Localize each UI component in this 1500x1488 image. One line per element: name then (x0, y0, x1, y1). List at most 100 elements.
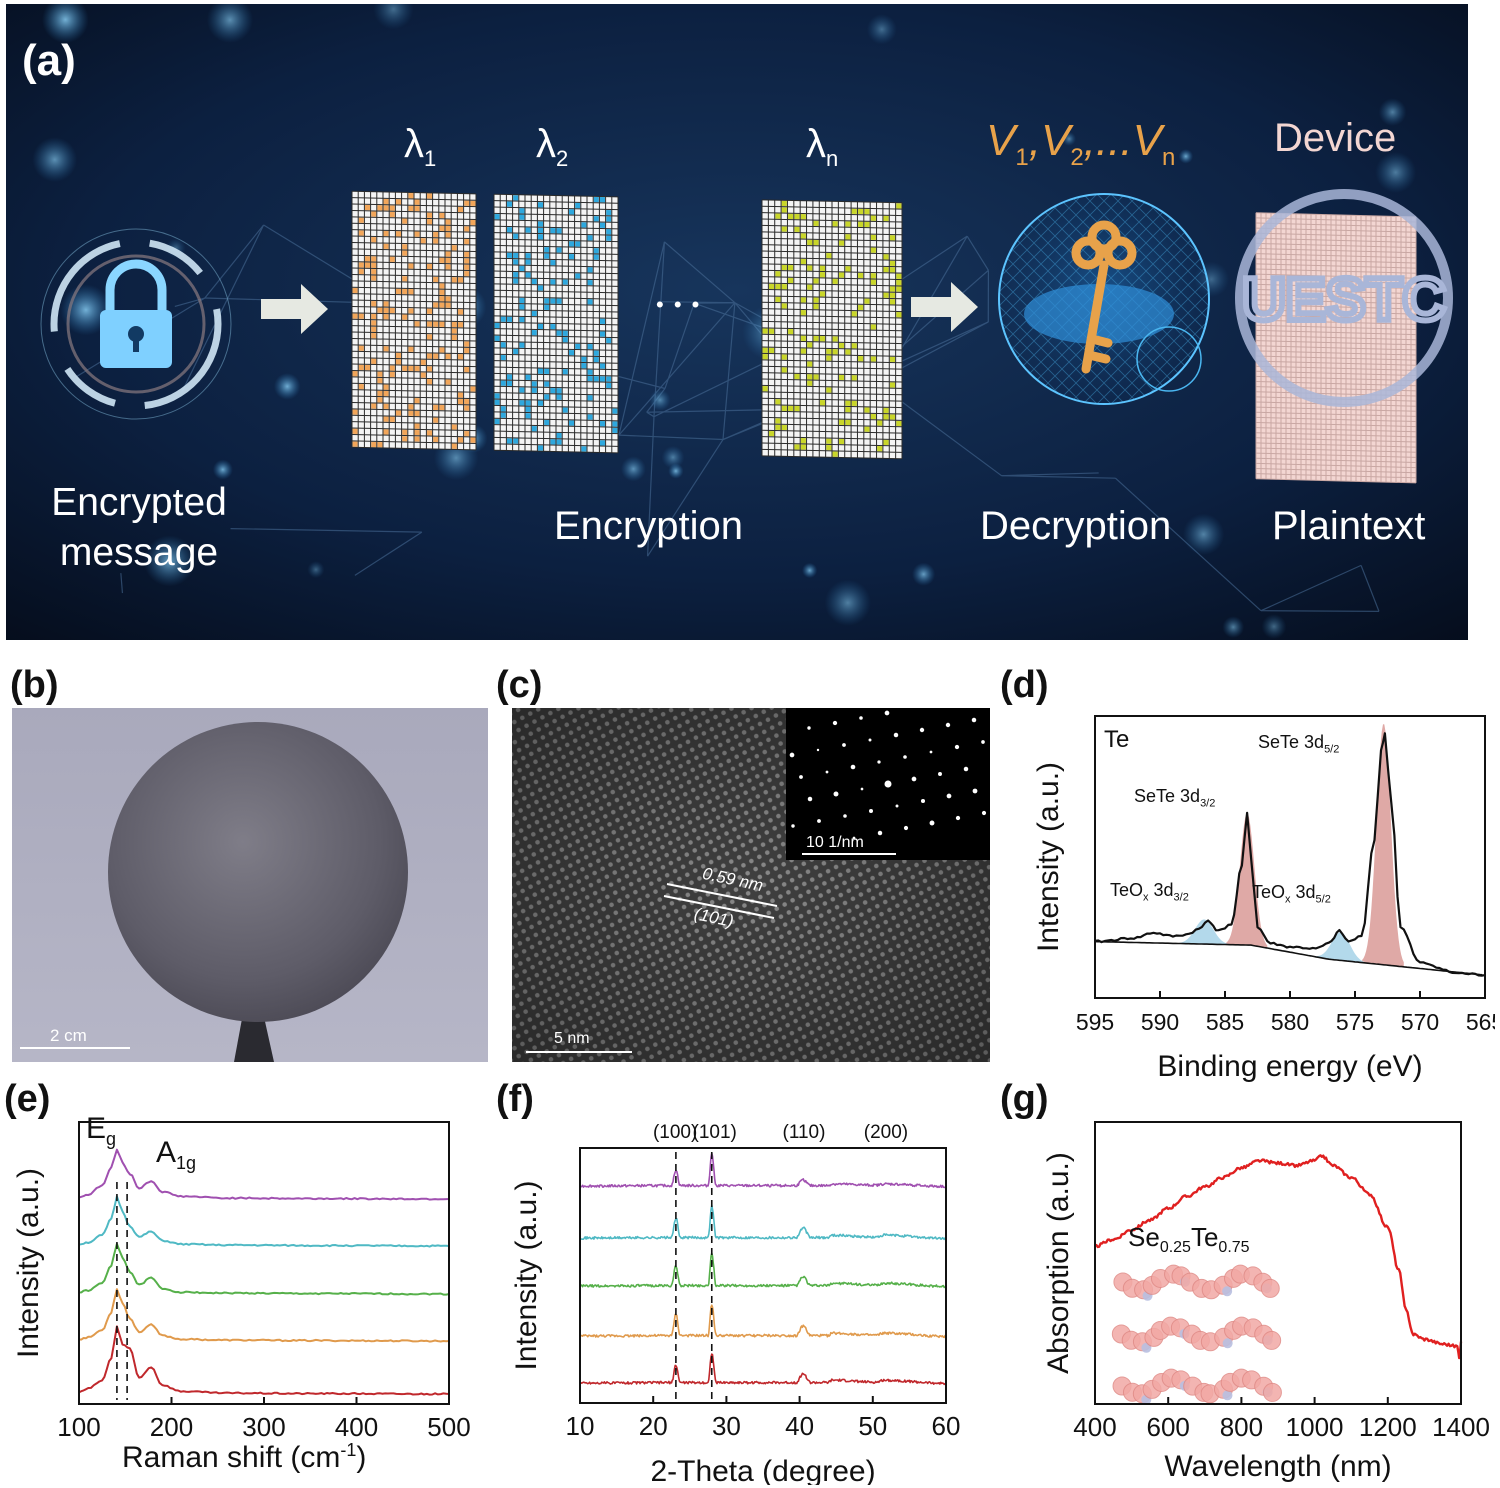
x-tick-label: 600 (1147, 1412, 1190, 1442)
network-node (32, 137, 78, 182)
grid-cell (396, 288, 401, 295)
plaintext-label: Plaintext (1272, 504, 1426, 548)
grid-cell (433, 321, 439, 327)
grid-cell (494, 335, 500, 341)
grid-cell (819, 291, 826, 297)
grid-cell (581, 222, 587, 228)
grid-cell (581, 446, 587, 452)
x-tick-label: 570 (1401, 1009, 1439, 1035)
grid-cell (383, 205, 389, 211)
grid-line (494, 212, 618, 217)
x-tick-label: 200 (150, 1412, 193, 1442)
grid-line (494, 340, 618, 345)
grid-line (494, 385, 618, 390)
grid-cell (352, 313, 358, 319)
grid-line (762, 404, 902, 409)
network-line (1260, 564, 1362, 612)
grid-cell (544, 394, 550, 400)
grid-line (352, 433, 476, 438)
grid-line (352, 261, 476, 265)
ellipsis: • • • (656, 292, 702, 317)
grid-cell (762, 354, 768, 360)
grid-cell (788, 213, 794, 220)
grid-line (762, 250, 902, 255)
grid-cell (819, 265, 826, 271)
grid-cell (889, 267, 896, 273)
network-node (1261, 614, 1287, 639)
grid-cell (883, 407, 889, 414)
plane-label: (200) (864, 1122, 908, 1143)
grid-cell (402, 244, 408, 250)
grid-line (494, 200, 618, 204)
panel-c-hrtem: 0.59 nm (101) 10 1/nm 5 nm (512, 708, 990, 1062)
grid-cell (433, 436, 439, 443)
grid-cell (832, 336, 838, 342)
diffraction-spot (981, 810, 987, 816)
grid-cell (896, 203, 902, 209)
grid-cell (464, 200, 470, 206)
grid-cell (494, 399, 500, 405)
grid-line (1256, 340, 1416, 346)
grid-cell (396, 410, 401, 416)
grid-line (1256, 478, 1416, 484)
grid-cell (851, 400, 857, 407)
grid-cell (781, 424, 787, 431)
grid-cell (593, 350, 599, 356)
diffraction-spot (859, 716, 863, 720)
grid-cell (427, 212, 432, 218)
grid-line (1256, 370, 1416, 376)
grid-cell (389, 211, 395, 218)
panel-a-background (6, 4, 1468, 640)
grid-line (762, 295, 902, 300)
grid-cell (408, 346, 414, 352)
grid-line (352, 190, 476, 195)
network-line (120, 573, 124, 594)
grid-cell (864, 426, 870, 432)
grid-line (762, 301, 902, 306)
y-axis-label: Absorption (a.u.) (1042, 1152, 1075, 1374)
grid-cell (858, 208, 864, 215)
grid-cell (556, 432, 562, 439)
grid-cell (550, 439, 556, 445)
diffraction-spot (884, 780, 892, 788)
grid-line (494, 296, 618, 300)
grid-cell (845, 221, 851, 227)
diffraction-spot (981, 740, 985, 744)
x-tick-label: 40 (785, 1411, 814, 1441)
grid-line (762, 359, 902, 364)
grid-line (352, 235, 476, 240)
network-line (230, 527, 422, 533)
grid-line (352, 395, 476, 400)
grid-cell (800, 233, 806, 239)
plane-label: (110) (783, 1122, 826, 1143)
grid-cell (358, 345, 364, 351)
grid-line (762, 340, 902, 345)
grid-cell (781, 200, 787, 207)
grid-cell (458, 437, 463, 443)
panel-a: UESTC (a) λ1 λ2 λn • • • V1,V2,...Vn Dev… (6, 4, 1468, 640)
network-node (1378, 98, 1407, 126)
grid-cell (870, 413, 876, 420)
diffraction-spot (868, 808, 874, 814)
axes-frame (1094, 715, 1486, 999)
y-axis-label: Intensity (a.u.) (510, 1180, 543, 1370)
grid-line (352, 369, 476, 374)
grid-line (1256, 350, 1416, 356)
grid-cell (832, 221, 838, 227)
grid-cell (600, 376, 605, 382)
grid-cell (775, 418, 781, 424)
xps-spectrum (1094, 732, 1486, 977)
grid-line (762, 397, 902, 402)
grid-cell (451, 334, 457, 341)
grid-cell (562, 279, 568, 285)
grid-cell (562, 407, 568, 413)
grid-cell (794, 373, 800, 380)
grid-cell (402, 429, 408, 436)
diffraction-spot (860, 787, 864, 791)
grid-cell (365, 262, 370, 268)
grid-line (494, 276, 618, 281)
grid-cell (525, 259, 531, 265)
key-sphere-icon (998, 193, 1210, 405)
grid-cell (813, 297, 819, 303)
grid-cell (519, 400, 525, 406)
